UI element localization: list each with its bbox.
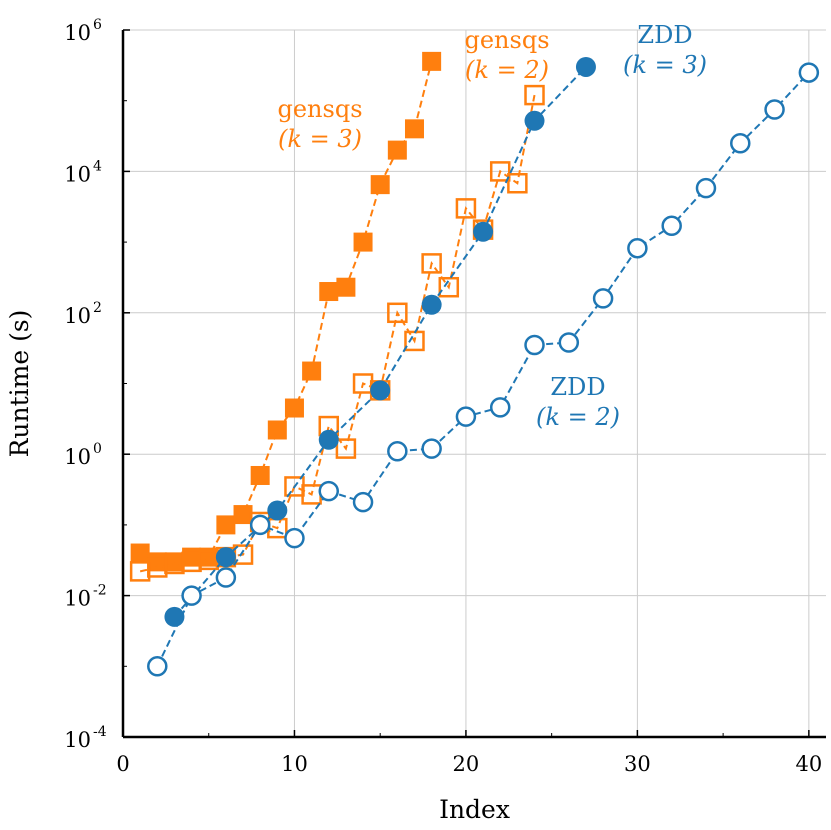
data-point	[524, 84, 545, 106]
y-tick-exponent: 6	[93, 17, 102, 33]
data-point	[558, 332, 580, 353]
series-line-zdd_k3	[173, 66, 587, 618]
series-zdd_k2	[147, 62, 820, 677]
data-point	[387, 302, 408, 324]
data-point	[318, 429, 339, 450]
data-point	[147, 656, 168, 677]
y-tick-label: 10	[64, 728, 91, 752]
series-gensqs_k3	[130, 51, 442, 572]
y-tick-label: 10	[64, 445, 91, 469]
data-point	[335, 438, 357, 459]
axes	[121, 30, 826, 739]
y-tick-exponent: -2	[93, 583, 107, 599]
annotation-line1: gensqs	[464, 26, 549, 54]
data-point	[421, 294, 442, 315]
grid	[123, 29, 826, 737]
y-tick-exponent: 0	[93, 441, 102, 457]
data-point	[507, 172, 528, 194]
y-tick-label: 10	[64, 162, 91, 186]
data-point	[627, 237, 648, 259]
series-annotation: gensqs(k = 2)	[464, 26, 549, 84]
y-tick-exponent: -4	[93, 724, 107, 740]
data-point	[695, 177, 717, 199]
data-point	[489, 397, 511, 418]
y-tick-exponent: 2	[93, 300, 102, 316]
data-point	[524, 110, 545, 131]
x-tick-label: 20	[453, 752, 480, 776]
data-point	[233, 505, 253, 525]
series-annotation: gensqs(k = 3)	[277, 95, 362, 153]
data-point	[319, 282, 339, 302]
data-point	[284, 398, 304, 418]
data-point	[730, 133, 751, 154]
data-point	[661, 215, 682, 237]
data-point	[421, 438, 442, 459]
data-point	[438, 276, 460, 298]
series-line-gensqs_k2	[139, 94, 536, 573]
series-group	[129, 51, 820, 677]
data-point	[215, 567, 237, 588]
data-point	[387, 441, 408, 462]
data-point	[798, 62, 820, 83]
data-point	[387, 140, 407, 160]
data-point	[404, 119, 424, 139]
annotation-line1: ZDD	[550, 373, 605, 401]
data-point	[215, 547, 236, 568]
data-point	[267, 420, 287, 440]
data-point	[370, 175, 390, 195]
data-point	[455, 406, 477, 427]
data-point	[575, 56, 596, 77]
data-point	[318, 480, 340, 502]
data-point	[370, 380, 391, 401]
data-point	[249, 514, 271, 536]
data-point	[422, 51, 442, 71]
data-point	[147, 552, 167, 572]
data-point	[489, 161, 511, 182]
annotation-line1: ZDD	[637, 21, 692, 49]
series-zdd_k3	[164, 56, 596, 627]
x-tick-label: 30	[624, 752, 651, 776]
data-point	[130, 543, 150, 563]
data-point	[164, 552, 184, 572]
data-point	[455, 198, 477, 219]
series-annotation: ZDD(k = 2)	[536, 373, 620, 431]
data-point	[524, 334, 545, 356]
y-tick-exponent: 4	[93, 158, 102, 174]
series-gensqs_k2	[129, 84, 545, 582]
y-tick-label: 10	[64, 587, 91, 611]
data-point	[267, 500, 288, 521]
annotation-line2: (k = 3)	[278, 125, 362, 153]
data-point	[353, 232, 373, 252]
data-point	[182, 547, 202, 567]
data-point	[336, 277, 356, 297]
data-point	[764, 99, 785, 120]
data-point	[216, 515, 236, 535]
data-point	[199, 547, 219, 567]
annotation-line2: (k = 3)	[623, 51, 707, 79]
y-tick-label: 10	[64, 304, 91, 328]
data-point	[250, 465, 270, 485]
series-line-zdd_k2	[156, 71, 810, 667]
x-axis-label: Index	[439, 795, 510, 824]
data-point	[284, 527, 305, 549]
data-point	[592, 288, 614, 309]
annotations: gensqs(k = 3)gensqs(k = 2)ZDD(k = 3)ZDD(…	[277, 21, 706, 431]
data-point	[352, 491, 374, 513]
data-point	[302, 361, 322, 381]
x-tick-label: 10	[281, 752, 308, 776]
y-axis-label: Runtime (s)	[5, 310, 34, 458]
data-point	[421, 253, 442, 274]
x-tick-label: 0	[116, 752, 129, 776]
data-point	[473, 221, 494, 242]
x-tick-label: 40	[795, 752, 822, 776]
annotation-line2: (k = 2)	[465, 56, 549, 84]
y-tick-label: 10	[64, 21, 91, 45]
annotation-line1: gensqs	[277, 95, 362, 123]
series-annotation: ZDD(k = 3)	[623, 21, 707, 79]
data-point	[181, 585, 202, 606]
annotation-line2: (k = 2)	[536, 403, 620, 431]
